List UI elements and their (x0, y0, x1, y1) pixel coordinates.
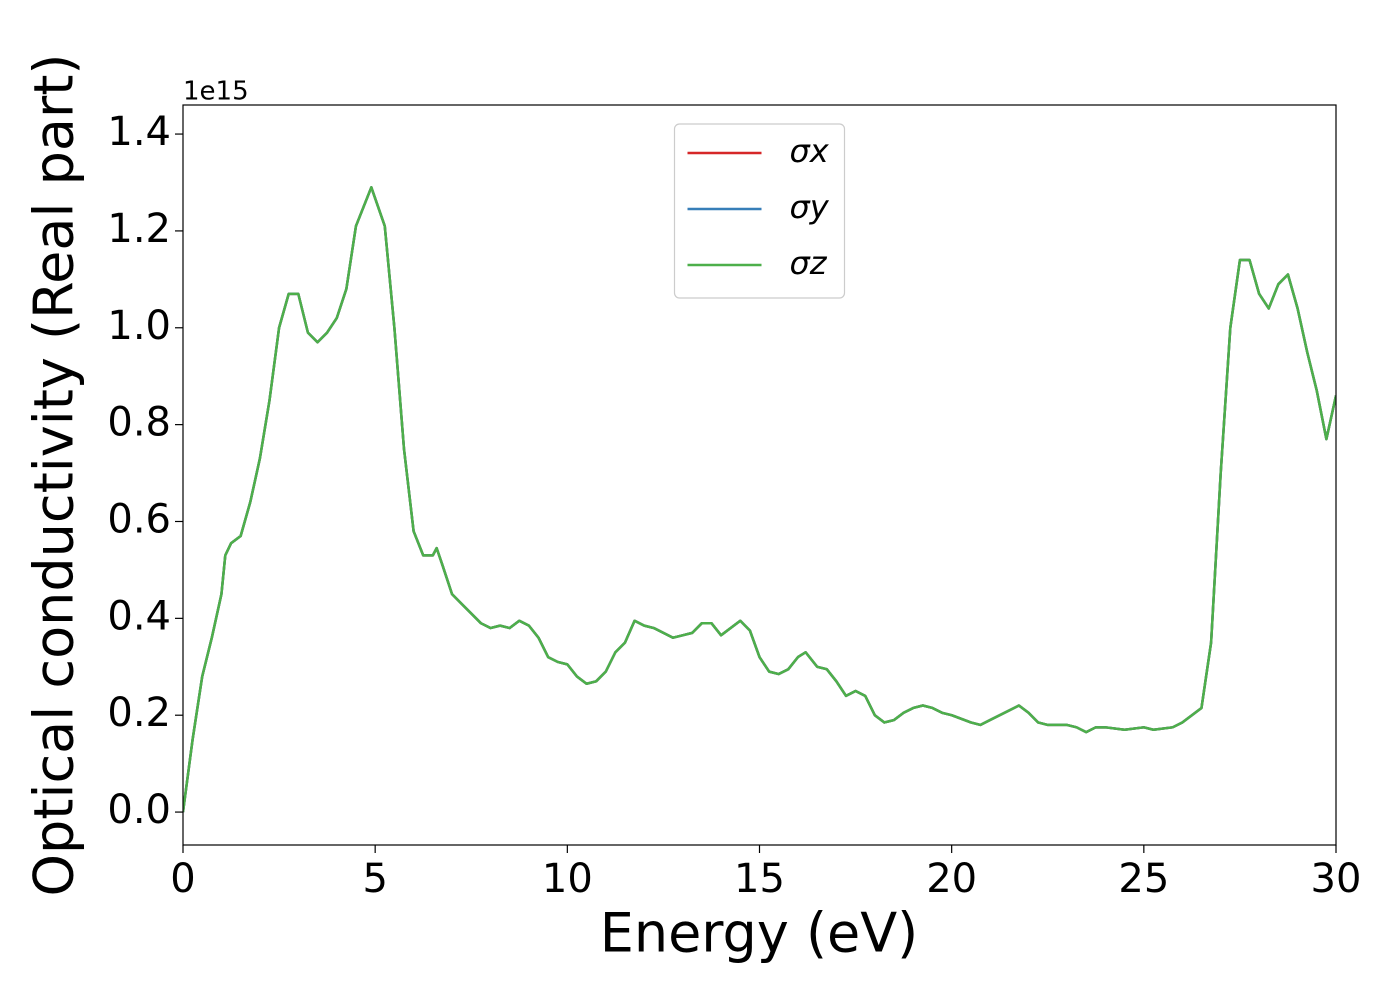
plot-frame (182, 104, 1337, 846)
y-tick-label: 1.4 (107, 109, 171, 155)
y-tick-label: 0.8 (107, 400, 171, 446)
y-axis-label: Optical conductivity (Real part) (23, 54, 86, 897)
y-tick-label: 0.2 (107, 690, 171, 736)
x-tick-label: 20 (926, 856, 977, 902)
legend-label: σz (790, 244, 828, 282)
x-tick-label: 10 (542, 856, 593, 902)
x-tick-label: 0 (170, 856, 195, 902)
x-tick-label: 5 (362, 856, 387, 902)
series-line (183, 186, 1336, 813)
x-tick-label: 15 (734, 856, 785, 902)
y-offset-label: 1e15 (183, 77, 249, 107)
legend-label: σx (790, 132, 830, 170)
x-tick-label: 25 (1118, 856, 1169, 902)
y-tick-label: 1.2 (107, 206, 171, 252)
y-tick-label: 0.6 (107, 496, 171, 542)
y-tick-label: 0.0 (107, 787, 171, 833)
x-tick-label: 30 (1311, 856, 1362, 902)
legend-label: σy (790, 188, 830, 226)
y-tick-label: 1.0 (107, 303, 171, 349)
y-tick-label: 0.4 (107, 593, 171, 639)
legend-box (673, 123, 846, 299)
x-axis-label: Energy (eV) (600, 902, 919, 965)
